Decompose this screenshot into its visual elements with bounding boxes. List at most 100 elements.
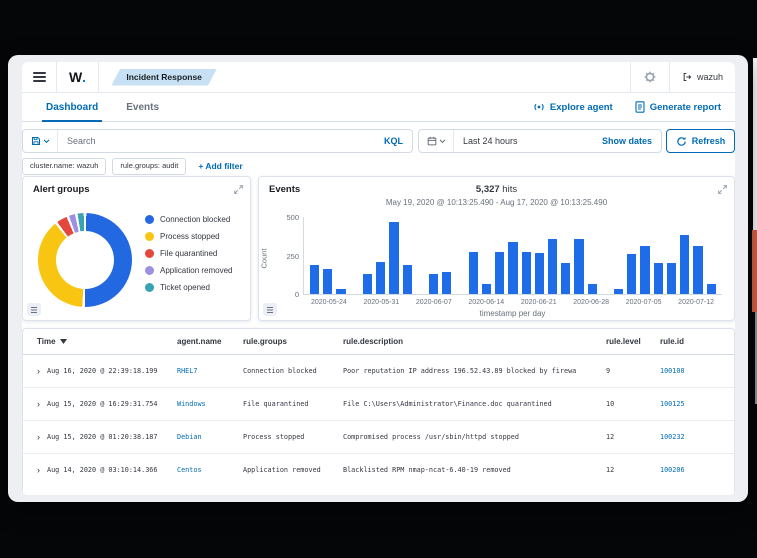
table-row: › Aug 14, 2020 @ 03:10:14.366 Centos Applic… <box>23 454 734 486</box>
cell-rule-id[interactable]: 100206 <box>660 466 685 474</box>
query-language-button[interactable]: KQL <box>384 136 403 146</box>
refresh-button[interactable]: Refresh <box>666 129 735 153</box>
bar[interactable] <box>402 264 412 294</box>
column-header-rule-level[interactable]: rule.level <box>576 337 660 346</box>
signal-icon <box>534 103 544 111</box>
legend-dot <box>145 215 154 224</box>
legend-dot <box>145 249 154 258</box>
bar-slot <box>442 217 452 294</box>
bar-slot <box>508 217 518 294</box>
column-label: agent.name <box>177 337 222 346</box>
events-bar-chart[interactable] <box>303 217 722 295</box>
tab-dashboard[interactable]: Dashboard <box>32 93 112 122</box>
bar[interactable] <box>481 284 492 294</box>
cell-rule-id[interactable]: 100125 <box>660 400 685 408</box>
expand-row-icon[interactable]: › <box>37 399 40 409</box>
settings-button[interactable] <box>631 62 669 92</box>
logout-user-button[interactable]: wazuh <box>670 62 735 92</box>
expand-panel-button[interactable] <box>231 182 245 196</box>
tab-events[interactable]: Events <box>126 101 160 113</box>
filter-pill[interactable]: rule.groups: audit <box>112 157 187 175</box>
bar[interactable] <box>428 273 439 294</box>
generate-report-button[interactable]: Generate report <box>635 101 721 113</box>
time-range-value[interactable]: Last 24 hours <box>463 136 518 146</box>
table-header: Time agent.name rule.groups rule.descriptio… <box>23 329 734 355</box>
bar[interactable] <box>468 251 478 294</box>
bar[interactable] <box>389 221 399 294</box>
bar[interactable] <box>442 271 452 294</box>
document-icon <box>635 101 645 113</box>
legend-item[interactable]: Application removed <box>145 266 232 275</box>
show-dates-button[interactable]: Show dates <box>601 136 652 146</box>
cell-rule-id[interactable]: 100100 <box>660 367 685 375</box>
expand-panel-button[interactable] <box>715 182 729 196</box>
bar-slot <box>561 217 571 294</box>
hits-suffix: hits <box>499 184 518 195</box>
module-badge[interactable]: Incident Response <box>111 69 217 86</box>
cell-agent-name[interactable]: Windows <box>177 400 206 408</box>
bar[interactable] <box>310 264 320 294</box>
column-header-rule-description[interactable]: rule.description <box>343 337 576 346</box>
bar[interactable] <box>561 263 571 294</box>
bar[interactable] <box>587 284 597 294</box>
wazuh-logo[interactable]: W. <box>57 69 98 85</box>
legend-item[interactable]: Ticket opened <box>145 283 232 292</box>
add-filter-button[interactable]: + Add filter <box>198 161 243 171</box>
alert-groups-donut[interactable] <box>38 213 132 307</box>
column-header-agent-name[interactable]: agent.name <box>177 337 243 346</box>
cell-agent-name[interactable]: Debian <box>177 433 202 441</box>
bar[interactable] <box>666 263 677 294</box>
bar[interactable] <box>640 245 650 294</box>
x-tick-label: 2020-06-14 <box>468 299 505 306</box>
bar[interactable] <box>706 284 716 294</box>
x-tick-label: 2020-06-21 <box>520 299 557 306</box>
legend-item[interactable]: Process stopped <box>145 232 232 241</box>
legend-toggle-button[interactable] <box>27 303 41 316</box>
cell-rule-id[interactable]: 100232 <box>660 433 685 441</box>
column-header-time[interactable]: Time <box>37 337 177 346</box>
bar[interactable] <box>547 238 558 294</box>
bar[interactable] <box>495 251 505 294</box>
bar-slot <box>428 217 439 294</box>
bar-slot <box>402 217 412 294</box>
bar[interactable] <box>362 273 373 294</box>
bar[interactable] <box>627 253 637 294</box>
generate-report-label: Generate report <box>649 101 721 113</box>
bar[interactable] <box>574 238 584 294</box>
table-body: › Aug 16, 2020 @ 22:39:18.199 RHEL7 Connect… <box>23 355 734 486</box>
bar[interactable] <box>680 234 690 294</box>
bar[interactable] <box>521 251 531 294</box>
bar[interactable] <box>693 245 703 294</box>
cell-agent-name[interactable]: RHEL7 <box>177 367 198 375</box>
x-tick-label: 2020-07-12 <box>678 299 714 306</box>
date-quick-menu-button[interactable] <box>419 130 454 152</box>
expand-row-icon[interactable]: › <box>37 465 40 475</box>
filter-pill[interactable]: cluster.name: wazuh <box>22 157 107 175</box>
saved-query-menu-button[interactable] <box>23 130 58 152</box>
legend-item[interactable]: Connection blocked <box>145 215 232 224</box>
hamburger-menu-icon[interactable] <box>22 62 56 92</box>
explore-agent-button[interactable]: Explore agent <box>533 101 613 113</box>
tab-bar: Dashboard Events Explore agent <box>22 93 735 122</box>
legend-item[interactable]: File quarantined <box>145 249 232 258</box>
column-header-rule-groups[interactable]: rule.groups <box>243 337 343 346</box>
bar[interactable] <box>376 261 386 294</box>
cell-time: Aug 14, 2020 @ 03:10:14.366 <box>47 466 158 474</box>
cell-time: Aug 15, 2020 @ 16:29:31.754 <box>47 400 158 408</box>
expand-row-icon[interactable]: › <box>37 432 40 442</box>
bar-slot <box>680 217 690 294</box>
bar[interactable] <box>336 288 346 294</box>
bar[interactable] <box>614 288 624 294</box>
cell-time: Aug 15, 2020 @ 01:20:38.187 <box>47 433 158 441</box>
column-header-rule-id[interactable]: rule.id <box>660 337 720 346</box>
bar[interactable] <box>323 269 333 294</box>
search-input[interactable]: Search <box>67 136 96 146</box>
bar[interactable] <box>508 242 518 294</box>
legend-label: File quarantined <box>160 249 218 258</box>
bar[interactable] <box>534 253 544 294</box>
expand-row-icon[interactable]: › <box>37 366 40 376</box>
cell-agent-name[interactable]: Centos <box>177 466 202 474</box>
bar[interactable] <box>653 263 663 294</box>
legend-toggle-button[interactable] <box>263 303 277 316</box>
column-label: rule.description <box>343 337 404 346</box>
